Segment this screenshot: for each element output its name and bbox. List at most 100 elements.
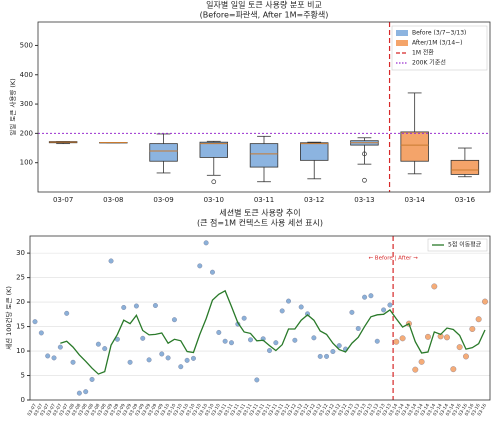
y-tick-label: 400 bbox=[20, 71, 33, 79]
x-tick-label: 03-11 bbox=[254, 196, 274, 204]
x-tick-label: 03-10 bbox=[204, 403, 216, 417]
x-tick-label: 03-08 bbox=[96, 403, 108, 417]
point bbox=[102, 346, 108, 352]
x-tick-label: 03-13 bbox=[354, 196, 374, 204]
x-tick-label: 03-09 bbox=[115, 403, 127, 417]
point bbox=[203, 240, 209, 246]
x-tick-label: 03-10 bbox=[191, 403, 203, 417]
y-tick-label: 15 bbox=[16, 323, 25, 331]
chart-subtitle: (큰 점=1M 컨텍스트 사용 세션 표시) bbox=[197, 218, 323, 228]
point bbox=[165, 355, 171, 361]
y-tick-label: 300 bbox=[20, 100, 33, 108]
x-tick-label: 03-14 bbox=[404, 196, 425, 204]
x-tick-label: 03-14 bbox=[438, 403, 450, 417]
point bbox=[311, 335, 317, 341]
legend-swatch bbox=[396, 30, 408, 36]
x-tick-label: 03-14 bbox=[388, 403, 400, 417]
x-tick-label: 03-16 bbox=[476, 403, 488, 417]
point bbox=[412, 366, 419, 373]
point bbox=[355, 326, 361, 331]
point bbox=[254, 377, 260, 383]
point bbox=[152, 303, 158, 308]
point bbox=[450, 366, 457, 373]
point bbox=[482, 298, 488, 305]
plot-frame bbox=[29, 235, 491, 401]
x-tick-label: 03-12 bbox=[337, 403, 349, 417]
point bbox=[51, 355, 57, 361]
x-tick-label: 03-11 bbox=[273, 403, 285, 417]
x-tick-label: 03-09 bbox=[134, 403, 146, 417]
box bbox=[199, 141, 228, 158]
point bbox=[349, 309, 355, 315]
box bbox=[149, 143, 178, 162]
x-tick-label: 03-14 bbox=[419, 403, 431, 417]
box bbox=[450, 159, 480, 175]
point bbox=[292, 337, 298, 343]
x-tick-label: 03-12 bbox=[305, 403, 317, 417]
x-tick-label: 03-14 bbox=[426, 403, 438, 417]
x-tick-label: 03-12 bbox=[331, 403, 343, 417]
point bbox=[317, 353, 323, 359]
point bbox=[57, 344, 63, 350]
point bbox=[393, 338, 400, 345]
x-tick-label: 03-07 bbox=[39, 403, 51, 417]
point bbox=[191, 355, 196, 361]
legend-label: 200K 기준선 bbox=[412, 59, 446, 67]
x-tick-label: 03-16 bbox=[457, 403, 469, 417]
x-tick-label: 03-10 bbox=[178, 403, 190, 417]
x-tick-label: 03-14 bbox=[445, 403, 457, 417]
point bbox=[32, 319, 38, 325]
box bbox=[300, 142, 329, 161]
point bbox=[330, 349, 336, 354]
y-tick-label: 30 bbox=[16, 249, 25, 257]
point bbox=[463, 353, 469, 360]
chart-title: 일자별 일일 토큰 사용량 분포 비교 bbox=[206, 0, 322, 10]
x-tick-label: 03-14 bbox=[413, 403, 425, 417]
legend-label: 1M 전환 bbox=[412, 49, 434, 57]
x-tick-label: 03-14 bbox=[400, 403, 412, 417]
point bbox=[399, 335, 406, 342]
point bbox=[469, 326, 476, 332]
point bbox=[368, 293, 374, 299]
point bbox=[83, 389, 89, 395]
x-tick-label: 03-12 bbox=[292, 403, 304, 417]
x-tick-label: 03-12 bbox=[318, 403, 330, 417]
x-tick-label: 03-08 bbox=[77, 403, 89, 417]
x-tick-label: 03-11 bbox=[254, 403, 266, 417]
point bbox=[89, 376, 95, 382]
point bbox=[95, 341, 101, 347]
legend-label: 5점 이동평균 bbox=[448, 241, 482, 249]
point bbox=[444, 334, 450, 341]
point bbox=[475, 316, 482, 323]
x-tick-label: 03-10 bbox=[159, 403, 171, 417]
x-tick-label: 03-13 bbox=[350, 403, 362, 417]
point bbox=[127, 359, 133, 365]
x-tick-label: 03-13 bbox=[375, 403, 387, 417]
x-tick-label: 03-08 bbox=[90, 403, 102, 417]
point bbox=[362, 294, 368, 300]
x-tick-label: 03-14 bbox=[394, 403, 406, 417]
x-tick-label: 03-09 bbox=[153, 196, 173, 204]
x-tick-label: 03-07 bbox=[58, 403, 70, 417]
x-tick-label: 03-13 bbox=[362, 403, 374, 417]
point bbox=[64, 310, 70, 316]
point bbox=[76, 390, 82, 396]
x-tick-label: 03-12 bbox=[324, 403, 336, 417]
x-tick-label: 03-07 bbox=[33, 403, 45, 417]
x-tick-label: 03-13 bbox=[369, 403, 381, 417]
x-tick-label: 03-07 bbox=[26, 403, 38, 417]
point bbox=[38, 330, 44, 336]
box bbox=[400, 131, 429, 162]
point bbox=[425, 333, 431, 340]
y-tick-label: 10 bbox=[16, 347, 25, 355]
x-tick-label: 03-12 bbox=[304, 196, 324, 204]
x-tick-label: 03-09 bbox=[153, 403, 165, 417]
x-tick-label: 03-13 bbox=[343, 403, 355, 417]
x-tick-label: 03-09 bbox=[147, 403, 159, 417]
plot-frame bbox=[37, 21, 491, 193]
x-tick-label: 03-09 bbox=[121, 403, 133, 417]
point bbox=[140, 335, 146, 341]
point bbox=[216, 329, 222, 335]
x-tick-label: 03-10 bbox=[210, 403, 222, 417]
